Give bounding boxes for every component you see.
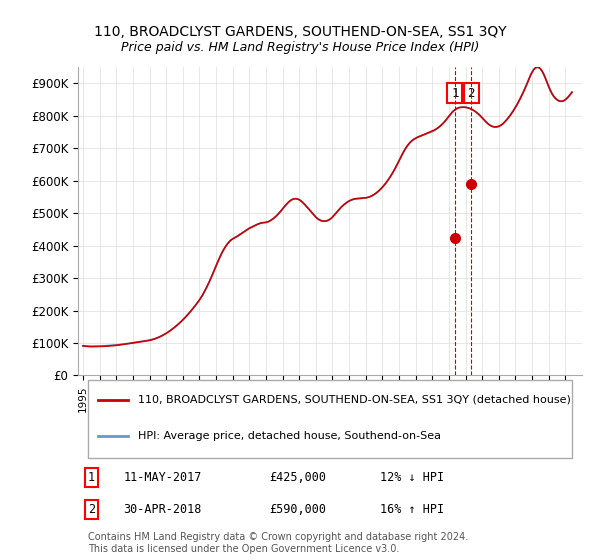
Text: 1: 1 [451,87,458,100]
Text: 110, BROADCLYST GARDENS, SOUTHEND-ON-SEA, SS1 3QY (detached house): 110, BROADCLYST GARDENS, SOUTHEND-ON-SEA… [139,395,571,405]
Text: 12% ↓ HPI: 12% ↓ HPI [380,471,445,484]
Text: 1: 1 [88,471,95,484]
Text: 16% ↑ HPI: 16% ↑ HPI [380,503,445,516]
Text: 110, BROADCLYST GARDENS, SOUTHEND-ON-SEA, SS1 3QY: 110, BROADCLYST GARDENS, SOUTHEND-ON-SEA… [94,25,506,39]
Text: £425,000: £425,000 [269,471,326,484]
Text: Price paid vs. HM Land Registry's House Price Index (HPI): Price paid vs. HM Land Registry's House … [121,41,479,54]
Text: HPI: Average price, detached house, Southend-on-Sea: HPI: Average price, detached house, Sout… [139,431,442,441]
Text: 2: 2 [467,87,475,100]
Text: Contains HM Land Registry data © Crown copyright and database right 2024.
This d: Contains HM Land Registry data © Crown c… [88,532,469,553]
Text: £590,000: £590,000 [269,503,326,516]
Text: 30-APR-2018: 30-APR-2018 [124,503,202,516]
FancyBboxPatch shape [88,380,572,458]
Text: 2: 2 [88,503,95,516]
Text: 11-MAY-2017: 11-MAY-2017 [124,471,202,484]
